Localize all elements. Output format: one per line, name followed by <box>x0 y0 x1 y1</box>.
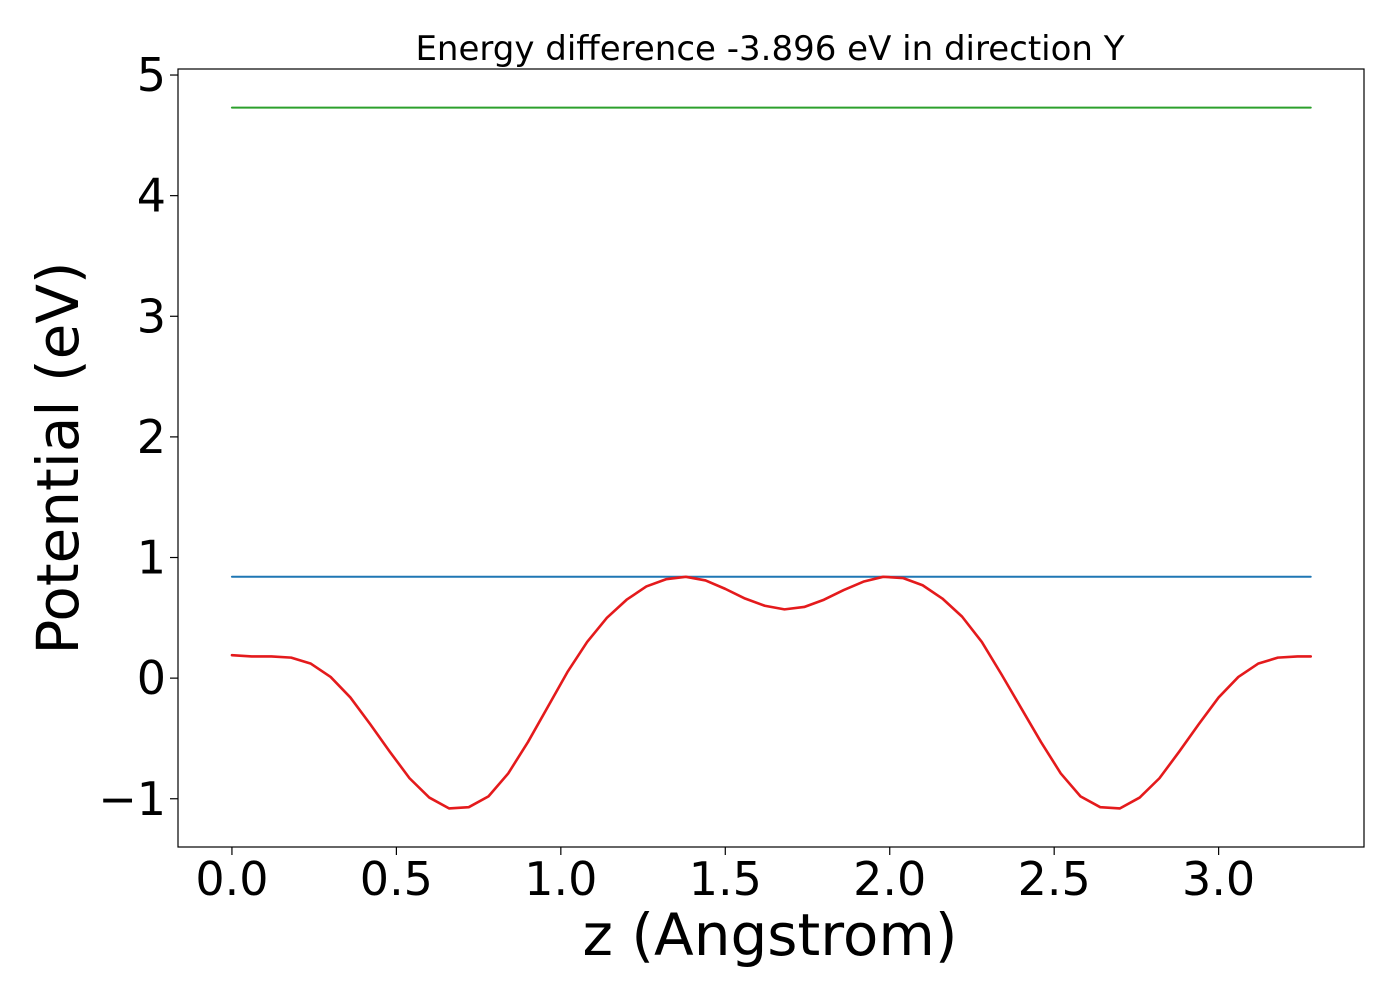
x-tick-label: 2.5 <box>1018 852 1091 906</box>
x-tick-label: 0.5 <box>360 852 433 906</box>
x-axis-label: z (Angstrom) <box>583 901 958 969</box>
y-tick-label: 2 <box>137 410 166 464</box>
x-axis-ticks: 0.0 0.5 1.0 1.5 2.0 2.5 3.0 <box>195 847 1255 906</box>
x-tick-label: 1.0 <box>524 852 597 906</box>
x-tick-label: 3.0 <box>1182 852 1255 906</box>
series-layer <box>230 106 1313 810</box>
y-tick-label: 4 <box>137 169 166 223</box>
x-tick-label: 1.5 <box>689 852 762 906</box>
y-tick-label: 3 <box>137 289 166 343</box>
x-tick-label: 0.0 <box>195 852 268 906</box>
y-tick-label: 5 <box>137 48 166 102</box>
y-axis-ticks: −1 0 1 2 3 4 5 <box>98 48 178 826</box>
y-tick-label: −1 <box>98 772 166 826</box>
y-tick-label: 1 <box>137 531 166 585</box>
y-tick-label: 0 <box>137 651 166 705</box>
series-line-2 <box>230 575 1313 810</box>
x-tick-label: 2.0 <box>853 852 926 906</box>
chart-title: Energy difference -3.896 eV in direction… <box>415 29 1124 69</box>
plot-frame <box>177 68 1365 848</box>
y-axis-label: Potential (eV) <box>24 261 92 654</box>
